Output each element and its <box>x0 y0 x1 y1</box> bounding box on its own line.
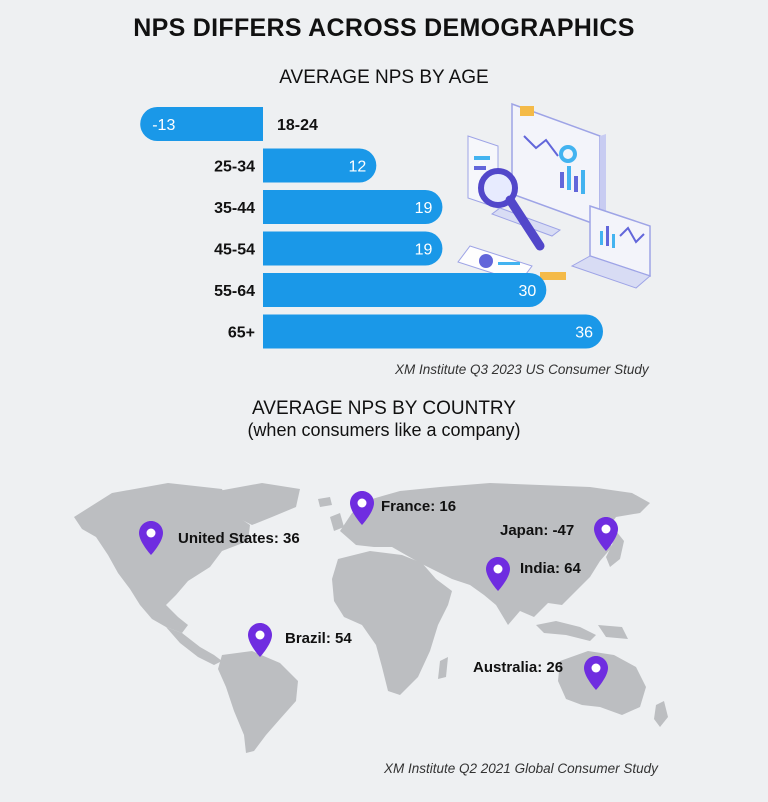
category-label: 35-44 <box>214 200 255 217</box>
bar-value-label: 36 <box>575 325 593 342</box>
bar-55-64 <box>263 273 547 307</box>
bar-value-label: 30 <box>519 283 537 300</box>
bar-value-label: -13 <box>152 117 175 134</box>
country-label-brazil: Brazil: 54 <box>285 630 352 647</box>
bar-25-34 <box>263 148 377 183</box>
country-label-india: India: 64 <box>520 560 581 577</box>
country-section-title: AVERAGE NPS BY COUNTRY <box>252 398 516 419</box>
map-pin-icon <box>593 516 619 552</box>
page-title: NPS DIFFERS ACROSS DEMOGRAPHICS <box>133 14 635 42</box>
country-section-subtitle: (when consumers like a company) <box>247 420 521 440</box>
map-pin-icon <box>247 622 273 658</box>
country-label-united-states: United States: 36 <box>178 530 300 547</box>
category-label: 45-54 <box>214 242 255 259</box>
bar-45-54 <box>263 231 443 266</box>
category-label: 55-64 <box>214 283 255 300</box>
map-pin-icon <box>349 490 375 526</box>
age-bar-chart: -13 18-24 12 25-34 19 35-44 19 45-54 30 55-64 36 65… <box>140 107 603 349</box>
category-label: 65+ <box>228 325 255 342</box>
bar-18-24 <box>140 107 263 141</box>
bar-35-44 <box>263 190 443 224</box>
map-pin-icon <box>485 556 511 592</box>
category-label: 25-34 <box>214 159 255 176</box>
country-label-france: France: 16 <box>381 498 457 515</box>
analytics-illustration <box>457 102 651 289</box>
map-pin-icon <box>583 655 609 691</box>
world-map <box>74 483 668 753</box>
age-section-title: AVERAGE NPS BY AGE <box>279 67 489 88</box>
country-label-australia: Australia: 26 <box>473 659 564 676</box>
age-source: XM Institute Q3 2023 US Consumer Study <box>395 362 649 377</box>
bar-65 <box>263 314 603 349</box>
bar-value-label: 12 <box>349 159 367 176</box>
country-source: XM Institute Q2 2021 Global Consumer Stu… <box>384 761 658 776</box>
country-label-japan: Japan: -47 <box>500 522 575 539</box>
bar-value-label: 19 <box>415 200 433 217</box>
category-label: 18-24 <box>277 117 318 134</box>
bar-value-label: 19 <box>415 242 433 259</box>
map-pin-icon <box>138 520 164 556</box>
